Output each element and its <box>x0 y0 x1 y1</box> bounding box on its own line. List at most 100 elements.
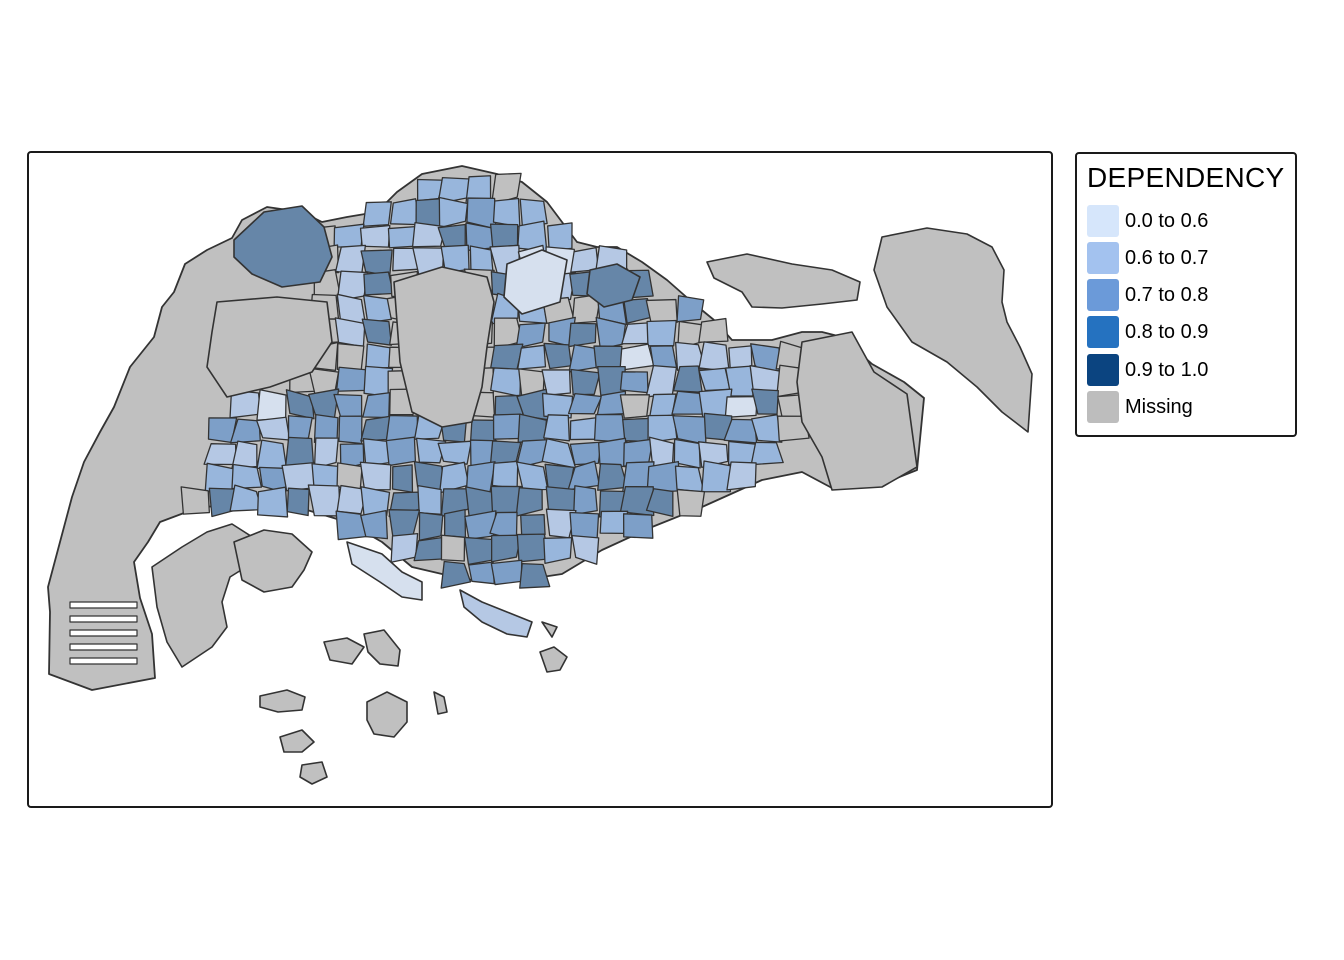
subzone-89 <box>593 345 623 369</box>
island-south-1 <box>323 637 365 665</box>
legend-item-0-8-to-0-9: 0.8 to 0.9 <box>1087 316 1208 348</box>
island-sentosa <box>459 589 533 638</box>
subzone-192 <box>391 464 414 493</box>
island-south-8 <box>539 646 568 673</box>
subzone-170 <box>385 436 417 467</box>
pier-3 <box>69 643 138 651</box>
island-jurong-east <box>233 529 313 593</box>
subzone-204 <box>701 460 732 493</box>
map-panel <box>27 151 1053 808</box>
legend-label: 0.0 to 0.6 <box>1125 209 1209 232</box>
legend-title: DEPENDENCY <box>1087 162 1285 193</box>
subzone-108 <box>541 369 572 396</box>
subzone-16 <box>411 221 446 248</box>
legend-label: Missing <box>1125 395 1193 418</box>
subzone-115 <box>725 365 757 397</box>
subzone-120 <box>285 389 315 420</box>
legend-item-0-6-to-0-7: 0.6 to 0.7 <box>1087 242 1208 274</box>
subzone-10 <box>519 198 548 228</box>
subzone-237 <box>622 513 654 539</box>
subzone-206 <box>180 486 211 515</box>
pier-2 <box>69 629 138 637</box>
subzone-161 <box>750 414 783 443</box>
subzone-72 <box>568 322 597 348</box>
legend-item-0-9-to-1-0: 0.9 to 1.0 <box>1087 354 1208 386</box>
subzone-219 <box>515 487 543 517</box>
subzone-240 <box>440 534 466 562</box>
subzone-36 <box>363 271 394 296</box>
subzone-247 <box>468 561 495 585</box>
subzone-86 <box>517 344 547 370</box>
subzone-63 <box>334 317 366 348</box>
subzone-14 <box>359 224 391 248</box>
island-south-9 <box>541 621 558 638</box>
subzone-248 <box>490 559 523 586</box>
subzone-13 <box>333 223 365 248</box>
subzone-162 <box>776 415 810 442</box>
subzone-245 <box>571 534 600 565</box>
subzone-seletar <box>503 249 568 315</box>
pier-0 <box>69 601 138 609</box>
subzone-changi <box>796 331 918 491</box>
subzone-238 <box>390 532 419 563</box>
subzone-223 <box>619 485 655 517</box>
legend-swatch <box>1087 391 1119 423</box>
subzone-119 <box>256 389 287 421</box>
subzone-paya-lebar-north <box>586 263 641 308</box>
legend-item-missing: Missing <box>1087 391 1193 423</box>
subzone-196 <box>491 460 519 490</box>
subzone-178 <box>598 437 627 468</box>
legend-swatch <box>1087 279 1119 311</box>
subzone-marina-south <box>346 541 423 601</box>
subzone-181 <box>673 438 701 469</box>
island-south-6 <box>299 761 328 785</box>
legend-swatch <box>1087 242 1119 274</box>
subzone-4 <box>362 201 392 227</box>
subzone-157 <box>647 414 678 444</box>
legend-swatch <box>1087 316 1119 348</box>
subzone-100 <box>335 366 368 392</box>
subzone-central-reserve <box>393 266 495 428</box>
subzone-246 <box>440 560 472 589</box>
subzone-141 <box>229 418 261 444</box>
island-pulau-ubin <box>706 253 861 309</box>
legend-label: 0.6 to 0.7 <box>1125 246 1209 269</box>
subzone-249 <box>519 562 551 589</box>
subzone-111 <box>619 371 649 394</box>
island-south-4 <box>366 691 408 738</box>
subzone-172 <box>437 440 473 465</box>
subzone-5 <box>389 198 421 226</box>
subzone-224 <box>645 488 674 517</box>
subzone-230 <box>443 508 467 538</box>
subzone-64 <box>361 318 393 346</box>
legend-swatch <box>1087 354 1119 386</box>
subzone-191 <box>359 461 392 491</box>
subzone-28 <box>469 245 494 274</box>
subzone-114 <box>698 367 731 392</box>
island-pulau-tekong <box>873 227 1033 433</box>
subzone-165 <box>256 439 288 470</box>
subzone-215 <box>417 485 442 515</box>
subzone-7 <box>438 196 469 229</box>
island-jurong <box>151 523 258 668</box>
island-south-5 <box>279 729 315 753</box>
subzone-231 <box>464 510 497 540</box>
subzone-75 <box>646 319 677 347</box>
subzone-235 <box>569 511 600 540</box>
subzone-109 <box>570 368 601 396</box>
pier-4 <box>69 657 138 665</box>
subzone-233 <box>520 513 546 541</box>
subzone-145 <box>338 415 363 445</box>
subzone-209 <box>256 486 289 518</box>
legend-item-0-7-to-0-8: 0.7 to 0.8 <box>1087 279 1208 311</box>
subzone-lim-chu-kang-north <box>233 205 333 288</box>
subzone-211 <box>307 484 341 517</box>
subzone-184 <box>750 441 784 466</box>
subzone-221 <box>573 485 598 516</box>
legend-label: 0.8 to 0.9 <box>1125 320 1209 343</box>
legend-item-0-0-to-0-6: 0.0 to 0.6 <box>1087 205 1208 237</box>
subzone-177 <box>569 441 602 466</box>
subzone-166 <box>284 436 315 468</box>
map-legend: DEPENDENCY 0.0 to 0.6 0.6 to 0.7 0.7 to … <box>1075 152 1297 437</box>
subzone-77 <box>698 317 729 343</box>
